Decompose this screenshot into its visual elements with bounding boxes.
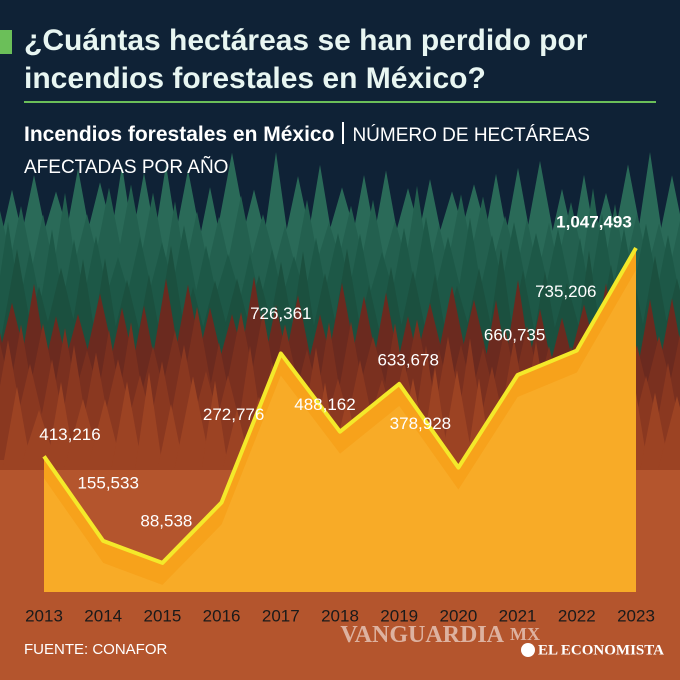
watermark-suffix: MX: [510, 624, 540, 644]
source: FUENTE: CONAFOR: [24, 641, 168, 658]
tree: [658, 395, 680, 468]
x-tick-label: 2023: [617, 606, 655, 625]
watermark-name: VANGUARDIA: [340, 622, 504, 648]
tree: [135, 372, 163, 468]
value-label: 488,162: [294, 395, 355, 414]
tree: [157, 403, 185, 468]
tree: [111, 381, 143, 468]
tree: [2, 386, 32, 468]
value-label: 413,216: [39, 425, 100, 444]
tree: [635, 152, 665, 253]
value-label: 272,776: [203, 405, 264, 424]
x-tick-label: 2019: [380, 606, 418, 625]
x-tick-label: 2017: [262, 606, 300, 625]
x-tick-label: 2021: [499, 606, 537, 625]
tree: [261, 151, 291, 253]
x-tick-label: 2020: [439, 606, 477, 625]
tree: [201, 380, 229, 468]
tree: [396, 270, 430, 347]
tree: [46, 381, 76, 468]
tree: [20, 409, 58, 468]
x-tick-label: 2015: [143, 606, 181, 625]
x-tick-label: 2016: [203, 606, 241, 625]
value-label: 1,047,493: [556, 212, 632, 231]
value-label: 726,361: [250, 304, 311, 323]
line: [42, 247, 638, 565]
tree: [440, 370, 474, 468]
area-highlight: [44, 270, 636, 592]
brand-icon: [521, 643, 535, 657]
title-rule: [24, 101, 656, 103]
value-label: 88,538: [140, 511, 192, 530]
tree: [640, 392, 670, 468]
separator: [342, 122, 345, 144]
value-label: 660,735: [484, 325, 545, 344]
watermark: VANGUARDIA MX: [340, 622, 540, 648]
x-tick-label: 2022: [558, 606, 596, 625]
tree: [87, 399, 123, 468]
tree: [42, 267, 80, 347]
tree: [174, 376, 212, 468]
title: ¿Cuántas hectáreas se han perdido por in…: [24, 24, 588, 95]
subtitle: NÚMERO DE HECTÁREAS AFECTADAS POR AÑO: [24, 125, 590, 178]
tree: [656, 175, 680, 253]
x-tick-label: 2013: [25, 606, 63, 625]
x-tick-label: 2014: [84, 606, 122, 625]
title-accent: [0, 30, 12, 54]
subtitle-bold: Incendios forestales en México: [24, 123, 335, 146]
value-label: 633,678: [377, 350, 438, 369]
tree: [549, 283, 585, 347]
value-label: 735,206: [535, 282, 596, 301]
x-tick-label: 2018: [321, 606, 359, 625]
value-label: 378,928: [390, 414, 451, 433]
subtitle-block: Incendios forestales en México NÚMERO DE …: [24, 119, 664, 184]
brand: EL ECONOMISTA: [538, 642, 664, 658]
value-label: 155,533: [77, 473, 138, 492]
